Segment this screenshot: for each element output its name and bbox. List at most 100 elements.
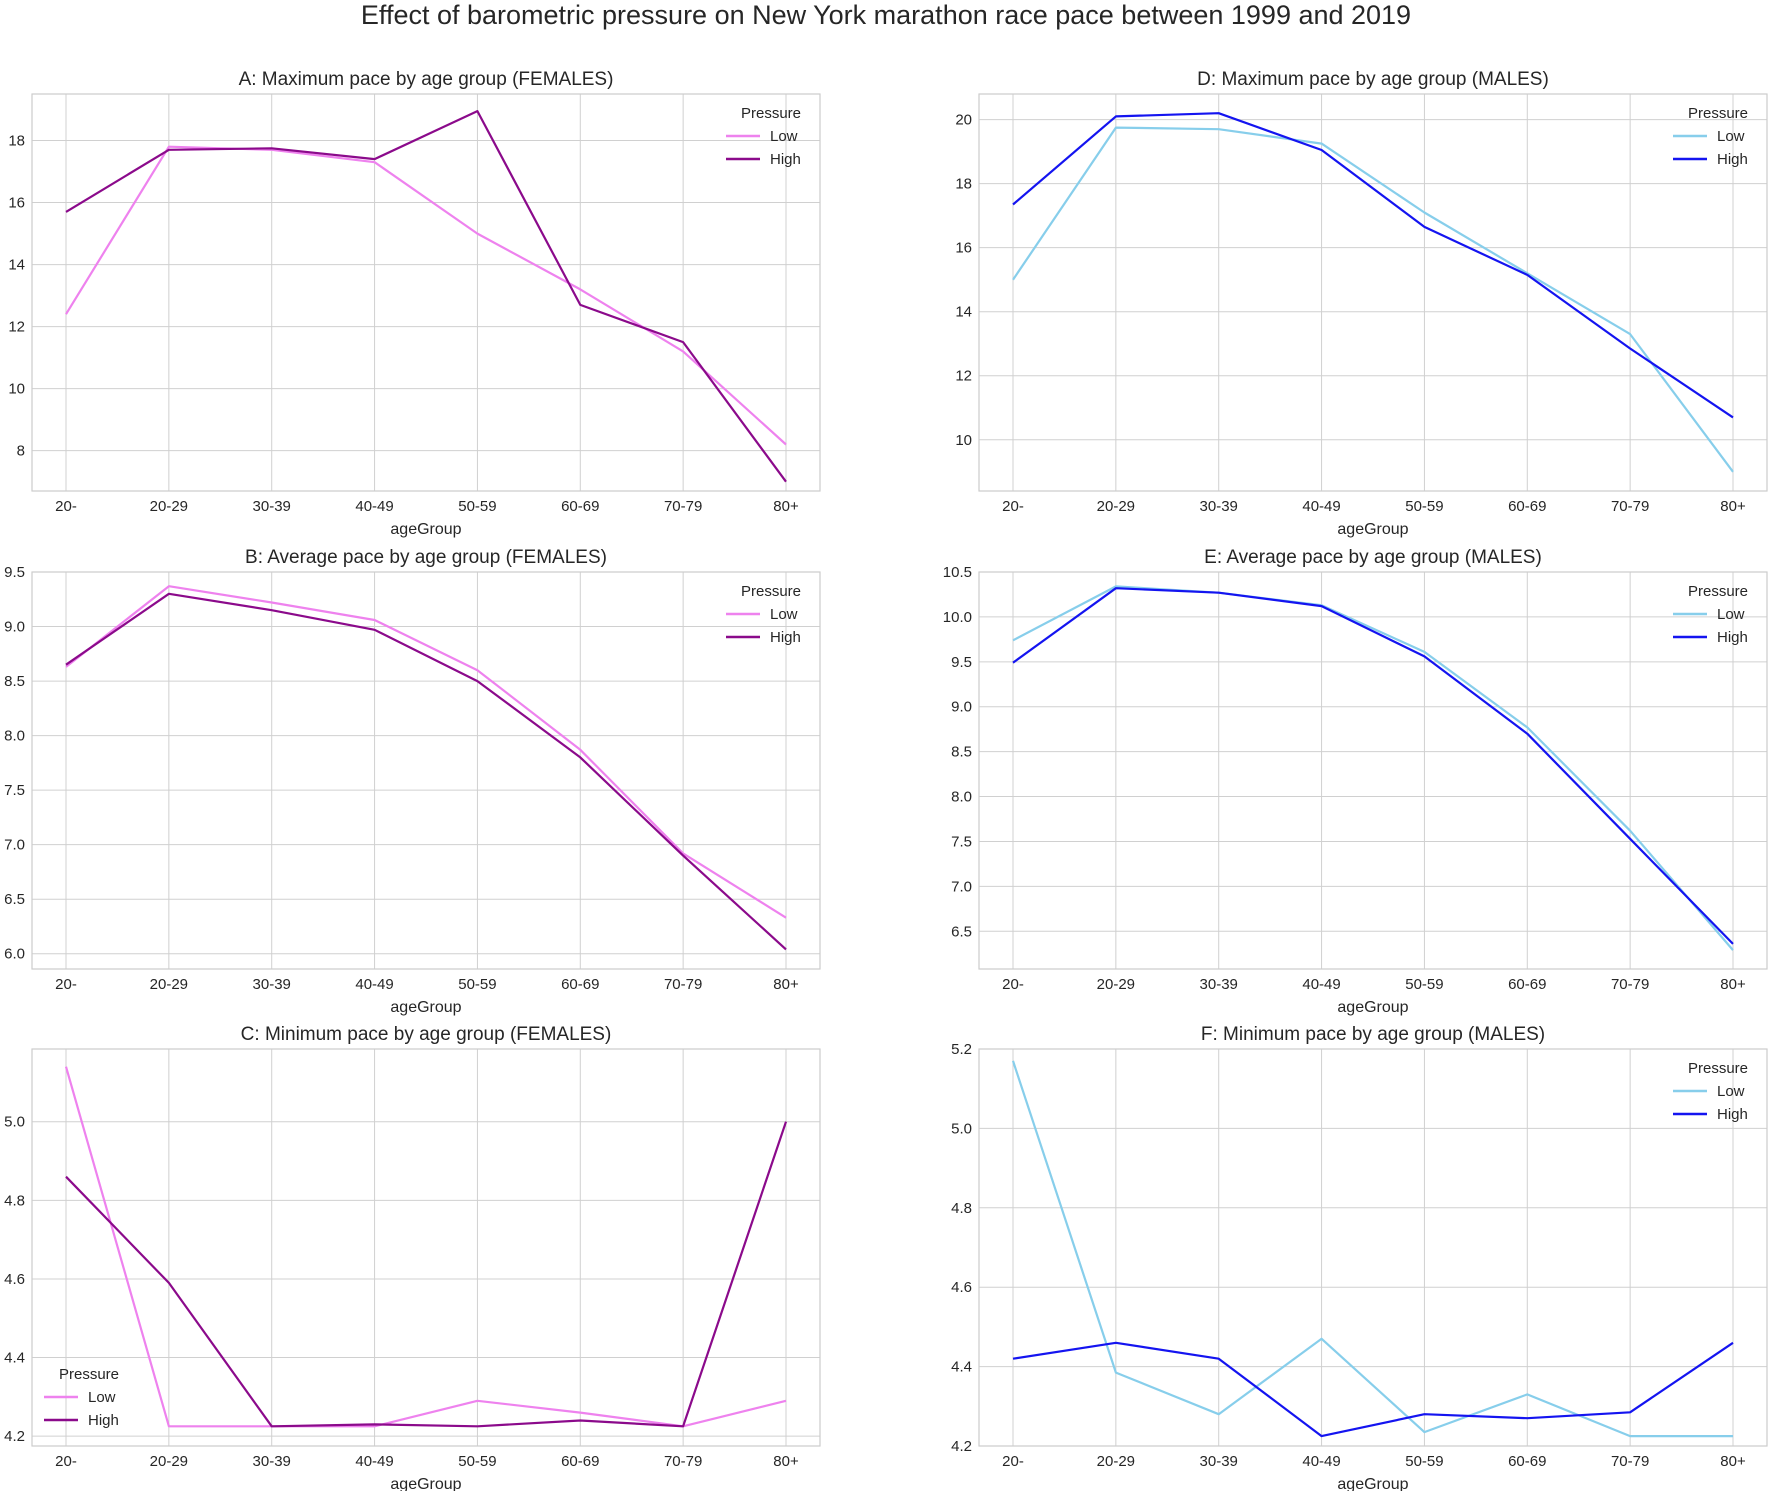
panel-e-series-high-line xyxy=(1012,587,1734,945)
panel-d: 20- 20-29 30-39 40-49 50-59 60-69 70-79 80+ 10 12… xyxy=(955,69,1768,538)
panel-c-xtick-label: 80+ xyxy=(773,1453,799,1470)
panel-e-xtick-label: 80+ xyxy=(1720,976,1746,993)
panel-f-xtick-label: 40-49 xyxy=(1302,1453,1340,1470)
panel-e-ytick-label: 8.5 xyxy=(951,744,972,761)
panel-f-xtick-label: 60-69 xyxy=(1508,1453,1546,1470)
panel-a-xtick-label: 20-29 xyxy=(150,498,188,515)
panel-f: 20- 20-29 30-39 40-49 50-59 60-69 70-79 80+ 4.2 4… xyxy=(951,1024,1768,1491)
panel-e-legend-label: Low xyxy=(1717,606,1745,623)
panel-d-xtick-label: 20- xyxy=(1002,498,1024,515)
panel-b-ytick-label: 8.5 xyxy=(4,673,25,690)
panel-f-xtick-label: 80+ xyxy=(1720,1453,1746,1470)
panel-f-ytick-label: 4.4 xyxy=(951,1359,972,1376)
panel-b-ytick-label: 8.0 xyxy=(4,728,25,745)
panel-c-series-high-line xyxy=(65,1121,788,1428)
panel-a-ytick-label: 14 xyxy=(8,257,25,274)
panel-f-ytick-label: 4.8 xyxy=(951,1200,972,1217)
panel-e: 20- 20-29 30-39 40-49 50-59 60-69 70-79 80+ 6.5 7… xyxy=(943,547,1768,1016)
panel-b-xtick-label: 70-79 xyxy=(664,976,702,993)
panel-c-title: C: Minimum pace by age group (FEMALES) xyxy=(241,1024,612,1045)
panel-f-ytick-label: 4.2 xyxy=(951,1438,972,1455)
panel-e-legend-title: Pressure xyxy=(1688,583,1748,600)
panel-d-xtick-label: 60-69 xyxy=(1508,498,1546,515)
panel-a-xtick-label: 40-49 xyxy=(355,498,393,515)
panel-b-title: B: Average pace by age group (FEMALES) xyxy=(245,547,607,568)
panel-d-legend-title: Pressure xyxy=(1688,105,1748,122)
panel-d-ytick-label: 18 xyxy=(955,176,972,193)
panel-d-frame xyxy=(978,93,1768,492)
panel-b-ytick-label: 7.0 xyxy=(4,837,25,854)
panel-f-title: F: Minimum pace by age group (MALES) xyxy=(1201,1024,1545,1045)
panel-c-xtick-label: 60-69 xyxy=(561,1453,599,1470)
panel-d-legend: Pressure Low High xyxy=(1673,105,1748,168)
panel-a-xtick-label: 60-69 xyxy=(561,498,599,515)
panel-b-ytick-label: 6.5 xyxy=(4,891,25,908)
panel-a-xlabel: ageGroup xyxy=(390,521,461,538)
panel-b-legend-title: Pressure xyxy=(741,583,801,600)
panel-d-ytick-label: 12 xyxy=(955,368,972,385)
panel-d-xtick-label: 30-39 xyxy=(1200,498,1238,515)
panel-e-ytick-label: 8.0 xyxy=(951,789,972,806)
panel-d-series-high-line xyxy=(1012,112,1734,419)
panel-b-ytick-label: 7.5 xyxy=(4,782,25,799)
panel-f-frame xyxy=(978,1048,1768,1447)
panel-f-legend-label: High xyxy=(1717,1106,1748,1123)
panel-a-ytick-label: 16 xyxy=(8,195,25,212)
panel-f-legend: Pressure Low High xyxy=(1673,1060,1748,1123)
panel-c-xlabel: ageGroup xyxy=(390,1476,461,1491)
panel-c-series-low-line xyxy=(64,1066,787,1428)
panel-a-series-low-line xyxy=(65,145,787,446)
panel-e-xtick-label: 40-49 xyxy=(1302,976,1340,993)
panel-c-xtick-label: 30-39 xyxy=(253,1453,291,1470)
panel-e-xtick-label: 20-29 xyxy=(1097,976,1135,993)
panel-c-ytick-label: 4.6 xyxy=(4,1271,25,1288)
panel-a-ytick-label: 12 xyxy=(8,319,25,336)
panel-b-xtick-label: 80+ xyxy=(773,976,799,993)
panel-a-frame xyxy=(31,93,821,492)
panel-d-ytick-label: 10 xyxy=(955,432,972,449)
panel-d-xlabel: ageGroup xyxy=(1337,521,1408,538)
panel-f-series-high-line xyxy=(1012,1341,1734,1438)
panel-a-legend-title: Pressure xyxy=(741,105,801,122)
panel-d-series-low-line xyxy=(1012,126,1734,473)
panel-f-xtick-label: 20- xyxy=(1002,1453,1024,1470)
panel-d-xtick-label: 70-79 xyxy=(1611,498,1649,515)
panel-a-title: A: Maximum pace by age group (FEMALES) xyxy=(239,69,614,90)
panel-c-ytick-label: 4.4 xyxy=(4,1350,25,1367)
panel-b-xtick-label: 20-29 xyxy=(150,976,188,993)
panel-e-xtick-label: 20- xyxy=(1002,976,1024,993)
panel-a-xtick-label: 70-79 xyxy=(664,498,702,515)
panel-a-ytick-label: 8 xyxy=(17,443,25,460)
panel-a-xtick-label: 50-59 xyxy=(458,498,496,515)
panel-a-legend: Pressure Low High xyxy=(726,105,801,168)
panel-a-series-high-line xyxy=(65,109,787,483)
panel-a-xtick-label: 20- xyxy=(55,498,77,515)
panel-c-legend-title: Pressure xyxy=(59,1366,119,1383)
panel-c-legend: Pressure Low High xyxy=(44,1366,119,1429)
panel-e-ytick-label: 10.5 xyxy=(943,564,972,581)
panel-f-series-low-line xyxy=(1011,1060,1733,1438)
panel-e-ytick-label: 7.0 xyxy=(951,878,972,895)
panel-e-title: E: Average pace by age group (MALES) xyxy=(1204,547,1542,568)
panel-d-ytick-label: 16 xyxy=(955,240,972,257)
panel-b-ytick-label: 9.5 xyxy=(4,564,25,581)
panel-b-xtick-label: 50-59 xyxy=(458,976,496,993)
panel-b-xlabel: ageGroup xyxy=(390,999,461,1016)
panel-e-xlabel: ageGroup xyxy=(1337,999,1408,1016)
panel-a-legend-label: High xyxy=(770,151,801,168)
panel-a-xtick-label: 30-39 xyxy=(253,498,291,515)
panel-b-ytick-label: 6.0 xyxy=(4,946,25,963)
panel-e-ytick-label: 6.5 xyxy=(951,923,972,940)
panel-e-legend: Pressure Low High xyxy=(1673,583,1748,646)
panel-f-xlabel: ageGroup xyxy=(1337,1476,1408,1491)
panel-f-legend-title: Pressure xyxy=(1688,1060,1748,1077)
panel-a-xtick-label: 80+ xyxy=(773,498,799,515)
panel-a-legend-label: Low xyxy=(770,128,798,145)
panel-d-xtick-label: 50-59 xyxy=(1405,498,1443,515)
panel-b-xtick-label: 30-39 xyxy=(253,976,291,993)
panel-e-series-low-line xyxy=(1012,585,1734,951)
panel-b-legend-label: High xyxy=(770,629,801,646)
panel-b-xtick-label: 20- xyxy=(55,976,77,993)
panel-e-frame xyxy=(978,571,1768,970)
